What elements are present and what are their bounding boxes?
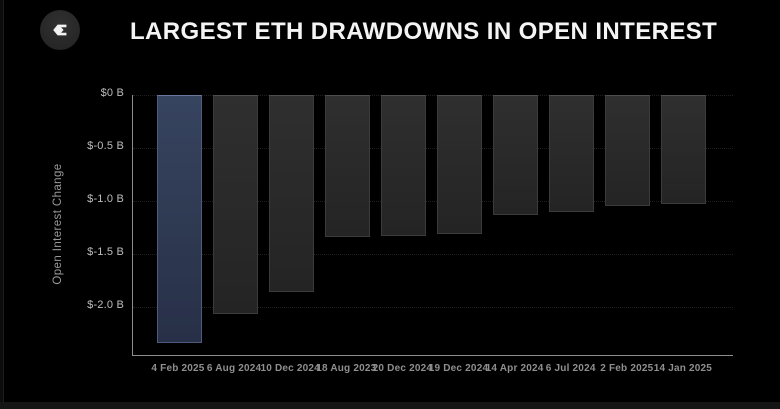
gridline [133,95,733,96]
y-axis-tick-labels: $0 B $-0.5 B $-1.0 B $-1.5 B $-2.0 B [0,0,124,409]
bar-highlight[interactable] [156,95,202,344]
gridline [133,148,733,150]
bar[interactable] [549,95,595,212]
gridline [133,307,733,309]
x-tick-label: 4 Feb 2025 [151,363,205,374]
bar[interactable] [605,95,651,207]
x-tick-label: 6 Aug 2024 [206,363,262,374]
window-left-edge [0,0,4,409]
bar[interactable] [493,95,539,215]
bar[interactable] [661,95,707,205]
x-tick-label: 14 Jan 2025 [653,363,713,374]
x-tick-label: 19 Dec 2024 [428,363,489,374]
chart-title: LARGEST ETH DRAWDOWNS IN OPEN INTEREST [130,18,718,45]
bar[interactable] [380,95,426,237]
y-tick-label: $-2.0 B [87,299,124,312]
x-tick-label: 2 Feb 2025 [600,363,654,374]
x-tick-label: 18 Aug 2023 [316,363,377,374]
brand-logo[interactable] [40,10,80,50]
x-tick-label: 10 Dec 2024 [260,363,320,374]
gridline [133,254,733,256]
bar[interactable] [437,95,482,235]
plot-area [132,95,733,356]
x-tick-label: 14 Apr 2024 [485,363,544,374]
bar[interactable] [212,95,258,314]
bar[interactable] [268,95,314,293]
gridline [133,201,733,203]
sigma-logo-icon [53,24,67,36]
y-tick-label: $-1.0 B [87,193,124,206]
y-tick-label: $0 B [100,87,124,99]
bar[interactable] [324,95,370,238]
y-tick-label: $-0.5 B [87,140,124,153]
y-tick-label: $-1.5 B [87,246,124,259]
window-bottom-edge [0,402,780,409]
x-tick-label: 6 Jul 2024 [545,363,596,374]
x-tick-label: 20 Dec 2024 [372,363,433,374]
